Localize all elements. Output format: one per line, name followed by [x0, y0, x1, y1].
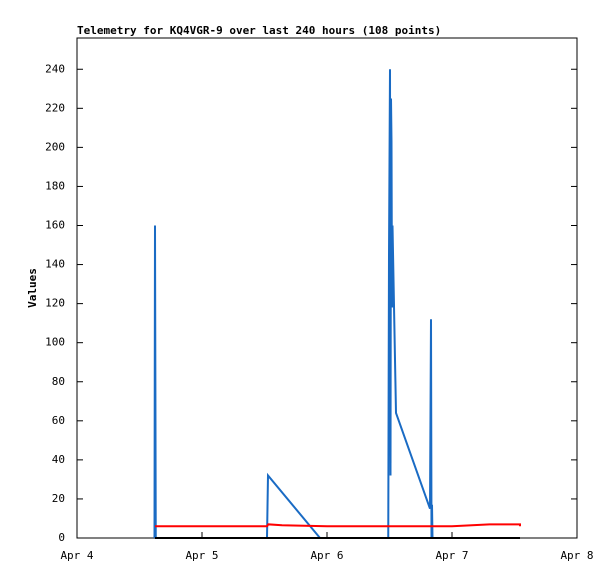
- y-tick-label: 120: [45, 297, 65, 310]
- y-tick-label: 0: [58, 531, 65, 544]
- x-tick-label: Apr 5: [185, 549, 218, 562]
- y-tick-label: 180: [45, 179, 65, 192]
- y-tick-label: 60: [52, 414, 65, 427]
- x-tick-label: Apr 4: [60, 549, 93, 562]
- chart-title: Telemetry for KQ4VGR-9 over last 240 hou…: [77, 24, 441, 37]
- x-tick-label: Apr 8: [560, 549, 593, 562]
- y-tick-label: 40: [52, 453, 65, 466]
- y-tick-label: 240: [45, 62, 65, 75]
- y-axis-label: Values: [26, 268, 39, 308]
- y-tick-label: 100: [45, 336, 65, 349]
- y-tick-label: 160: [45, 219, 65, 232]
- y-tick-label: 140: [45, 258, 65, 271]
- y-tick-label: 220: [45, 101, 65, 114]
- y-tick-label: 200: [45, 140, 65, 153]
- series-line: [153, 69, 434, 539]
- y-tick-label: 20: [52, 492, 65, 505]
- series-line: [155, 523, 521, 528]
- plot-frame: [76, 37, 578, 539]
- y-tick-label: 80: [52, 375, 65, 388]
- x-tick-label: Apr 7: [435, 549, 468, 562]
- x-tick-label: Apr 6: [310, 549, 343, 562]
